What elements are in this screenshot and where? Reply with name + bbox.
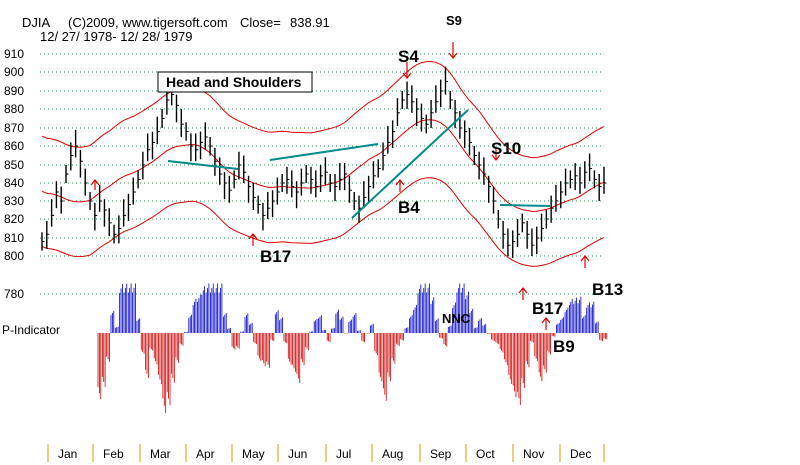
y-tick-label: 840 <box>4 176 24 190</box>
month-label: Apr <box>196 447 215 461</box>
signal-b17-label: B17 <box>260 247 291 266</box>
y-tick-label: 900 <box>4 65 24 79</box>
head-shoulders-box <box>157 71 313 93</box>
y-tick-label: 850 <box>4 158 24 172</box>
trend-lines <box>167 109 551 219</box>
y-tick-label: 830 <box>4 194 24 208</box>
b13-arrow-head <box>580 255 590 262</box>
month-label: Aug <box>382 447 403 461</box>
signal-s10-label: S10 <box>491 139 521 158</box>
month-label: Mar <box>150 447 171 461</box>
month-label: Nov <box>523 447 544 461</box>
moving-average <box>41 119 605 212</box>
early-buy-arrow-head <box>90 179 100 186</box>
month-label: Feb <box>103 447 124 461</box>
month-label: Oct <box>476 447 495 461</box>
signal-b13-label: B13 <box>592 280 623 299</box>
signal-b17b-label: B17 <box>532 299 563 318</box>
y-tick-label: 910 <box>4 47 24 61</box>
signal-s4-label: S4 <box>398 47 419 66</box>
upper-band <box>41 60 605 159</box>
b17b-arrow-head <box>518 287 528 294</box>
p-indicator-label: P-Indicator <box>2 323 60 337</box>
month-label: Jun <box>288 447 307 461</box>
y-axis: 780 800 810 820 830 840 850 860 870 880 890 900 910 <box>4 47 24 301</box>
y-tick-label: 810 <box>4 231 24 245</box>
signal-s9-label: S9 <box>446 13 462 28</box>
y-tick-label: 890 <box>4 84 24 98</box>
neckline-left <box>167 160 239 170</box>
signal-b4-label: B4 <box>398 198 420 217</box>
s10-arrow-head <box>491 154 501 161</box>
signals <box>90 42 590 330</box>
y-tick-label: 870 <box>4 121 24 135</box>
month-label: Sep <box>430 447 452 461</box>
support-line <box>499 204 551 207</box>
b4-arrow-head <box>395 179 405 186</box>
month-label: Jul <box>336 447 351 461</box>
trading-bands <box>41 60 605 267</box>
month-label: May <box>242 447 265 461</box>
close-label: Close= <box>240 15 281 30</box>
y-tick-label: 880 <box>4 102 24 116</box>
close-value: 838.91 <box>290 15 330 30</box>
price-bars <box>41 66 607 258</box>
uptrend-line <box>351 109 469 219</box>
x-axis: Jan Feb Mar Apr May Jun Jul Aug Sep Oct Nov Dec <box>47 444 605 462</box>
copyright-label: (C)2009, www.tigersoft.com <box>68 15 228 30</box>
symbol-label: DJIA <box>22 15 51 30</box>
s9-arrow-head <box>448 52 458 59</box>
date-range: 12/ 27/ 1978- 12/ 28/ 1979 <box>40 29 193 44</box>
nnc-label: NNC <box>442 311 471 326</box>
s4-arrow-head <box>402 72 412 79</box>
neckline-right <box>269 143 379 161</box>
month-label: Dec <box>570 447 591 461</box>
y-tick-label: 800 <box>4 249 24 263</box>
b17-arrow-head <box>248 233 258 240</box>
gridlines <box>40 53 604 295</box>
b9-arrow-head <box>541 317 551 324</box>
head-shoulders-label: Head and Shoulders <box>166 74 302 90</box>
y-tick-label: 780 <box>4 287 24 301</box>
signal-b9-label: B9 <box>553 337 575 356</box>
y-tick-label: 820 <box>4 212 24 226</box>
month-label: Jan <box>58 447 77 461</box>
y-tick-label: 860 <box>4 139 24 153</box>
p-indicator <box>97 283 608 414</box>
lower-band <box>41 177 605 267</box>
